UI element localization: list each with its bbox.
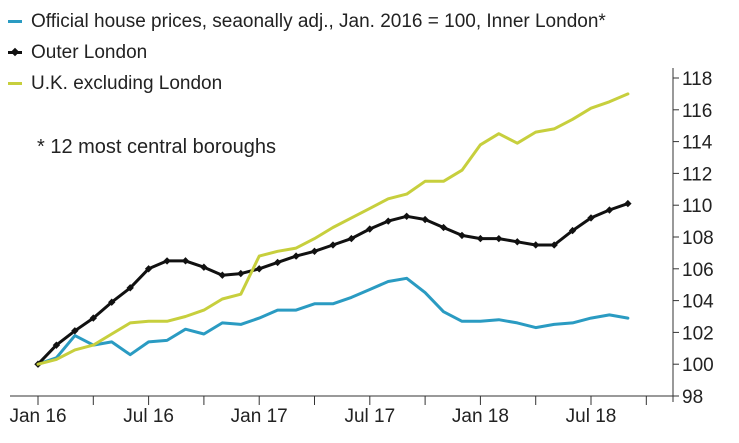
series-point-1 (532, 241, 540, 249)
legend-swatch-uk-ex-london (8, 82, 22, 85)
y-tick-label: 116 (682, 101, 712, 122)
legend-swatch-inner-london (8, 20, 22, 23)
series-point-1 (255, 265, 263, 273)
legend-label-uk-ex-london: U.K. excluding London (31, 72, 223, 94)
y-tick-label: 114 (682, 133, 713, 154)
series-line-2 (36, 92, 630, 366)
x-tick-label: Jul 18 (566, 406, 617, 427)
chart-series (34, 92, 632, 368)
x-tick-label: Jan 18 (452, 406, 509, 427)
x-tick-label: Jan 17 (231, 406, 288, 427)
y-tick-label: 112 (682, 164, 712, 185)
legend-swatch-outer-london (8, 47, 22, 56)
x-tick-label: Jul 17 (344, 406, 395, 427)
y-tick-label: 108 (682, 228, 714, 249)
legend-label-outer-london: Outer London (31, 41, 148, 63)
series-point-1 (605, 206, 614, 214)
series-point-1 (421, 215, 429, 224)
legend-item-inner-london: Official house prices, seaonally adj., J… (8, 6, 606, 37)
series-point-1 (200, 263, 208, 271)
series-point-1 (402, 212, 411, 220)
y-tick-label: 104 (682, 292, 714, 313)
series-point-1 (439, 223, 448, 232)
series-point-1 (366, 225, 374, 233)
y-tick-label: 110 (682, 196, 712, 217)
y-tick-label: 102 (682, 323, 714, 344)
series-point-1 (476, 234, 485, 243)
series-point-1 (624, 199, 632, 208)
series-point-1 (163, 257, 171, 265)
series-point-1 (495, 234, 503, 243)
series-point-1 (126, 284, 134, 292)
chart-legend: Official house prices, seaonally adj., J… (8, 6, 606, 99)
series-point-1 (292, 252, 300, 260)
series-point-1 (587, 214, 595, 222)
series-point-1 (273, 258, 282, 267)
series-point-1 (458, 231, 466, 240)
legend-label-inner-london: Official house prices, seaonally adj., J… (31, 10, 606, 32)
x-tick-label: Jan 16 (9, 406, 66, 427)
legend-item-uk-ex-london: U.K. excluding London (8, 68, 606, 99)
series-point-1 (513, 238, 521, 246)
y-tick-label: 100 (682, 355, 714, 376)
chart-note: * 12 most central boroughs (37, 136, 277, 158)
series-point-1 (347, 234, 356, 243)
series-point-1 (310, 247, 319, 255)
series-point-1 (329, 241, 337, 249)
series-point-1 (71, 327, 79, 335)
y-tick-label: 118 (682, 69, 712, 90)
series-point-1 (218, 271, 227, 279)
x-tick-label: Jul 16 (123, 406, 174, 427)
series-point-1 (181, 257, 190, 265)
y-tick-label: 98 (682, 387, 703, 408)
series-point-1 (237, 269, 245, 278)
chart-axes: 98 100 102 104 106 108 110 112 114 116 118 Jan 16 Ju… (9, 68, 714, 427)
y-tick-label: 106 (682, 260, 714, 281)
series-line-0 (36, 276, 630, 366)
series-point-1 (384, 217, 392, 225)
legend-item-outer-london: Outer London (8, 37, 606, 68)
